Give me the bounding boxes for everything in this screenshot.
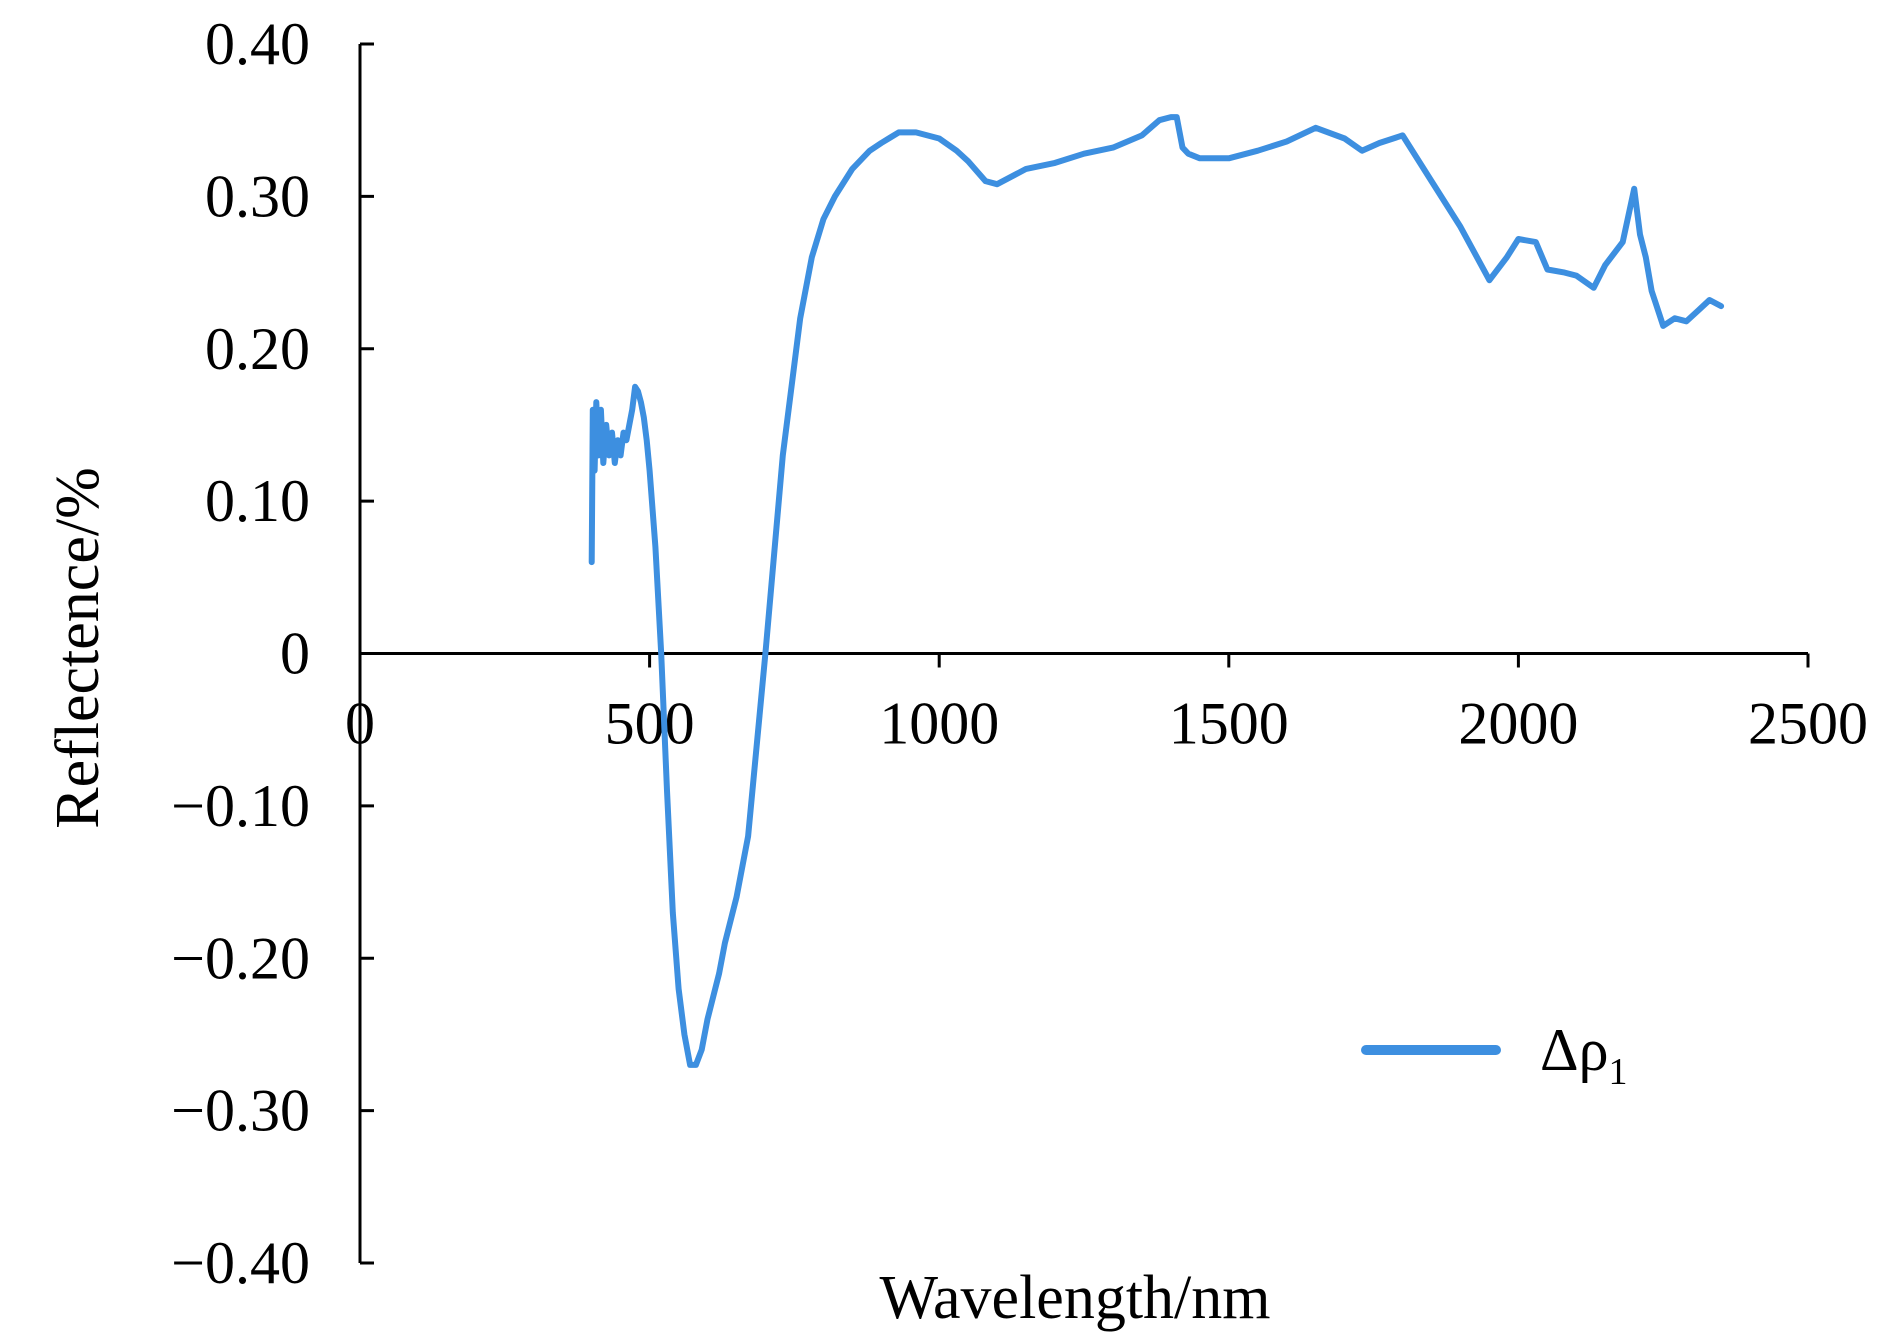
- y-tick-label: −0.20: [171, 925, 310, 991]
- y-ticks: 0.40 0.30 0.20 0.10 0 −0.10 −0.20 −0.30 −0.40: [171, 11, 374, 1296]
- y-tick-label: −0.40: [171, 1230, 310, 1296]
- x-tick-label: 2500: [1748, 691, 1868, 757]
- legend: Δρ1: [1361, 1017, 1628, 1093]
- y-tick-label: −0.10: [171, 773, 310, 839]
- x-tick-label: 1500: [1169, 691, 1289, 757]
- x-tick-label: 500: [605, 691, 695, 757]
- y-tick-label: 0.30: [205, 163, 310, 229]
- y-axis-title: Reflectence/%: [44, 467, 112, 828]
- legend-label: Δρ1: [1540, 1017, 1628, 1093]
- legend-symbol: Δρ: [1540, 1017, 1609, 1083]
- x-tick-label: 1000: [879, 691, 999, 757]
- x-axis: 0 500 1000 1500 2000 2500: [345, 652, 1868, 757]
- x-axis-title: Wavelength/nm: [879, 1264, 1270, 1332]
- x-tick-label: 2000: [1458, 691, 1578, 757]
- x-ticks: 0 500 1000 1500 2000 2500: [345, 653, 1868, 757]
- y-tick-label: −0.30: [171, 1078, 310, 1144]
- y-tick-label: 0.10: [205, 468, 310, 534]
- legend-subscript: 1: [1609, 1051, 1628, 1093]
- series-layer: [588, 114, 1725, 1068]
- y-tick-label: 0: [280, 621, 310, 687]
- y-tick-label: 0.20: [205, 316, 310, 382]
- x-tick-label: 0: [345, 691, 375, 757]
- series-line: [588, 114, 1725, 1068]
- y-axis: 0.40 0.30 0.20 0.10 0 −0.10 −0.20 −0.30 −0.40: [171, 11, 374, 1296]
- y-tick-label: 0.40: [205, 11, 310, 77]
